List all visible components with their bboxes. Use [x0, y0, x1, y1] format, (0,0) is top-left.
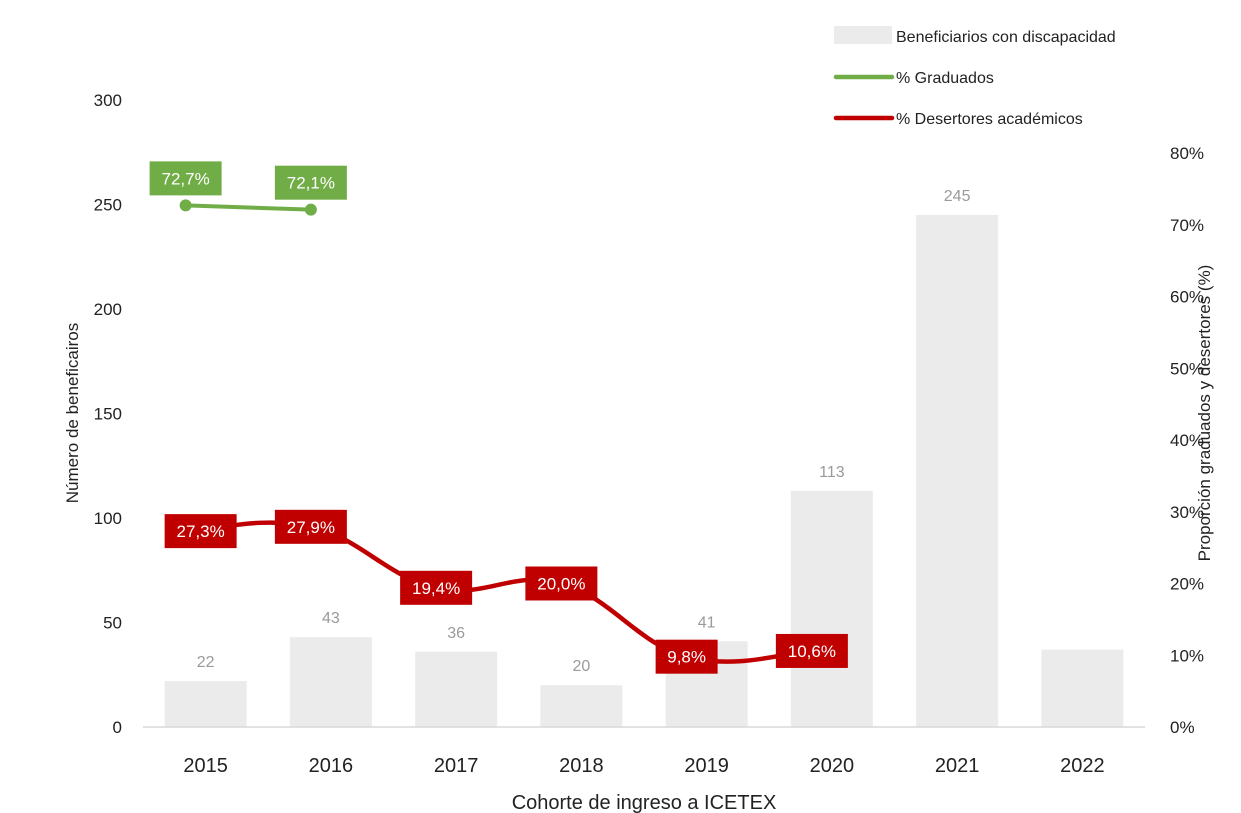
x-tick-label: 2018	[559, 755, 604, 777]
legend-label-bars: Beneficiarios con discapacidad	[896, 29, 1116, 46]
desertores-label-box	[655, 639, 718, 674]
desertores-label-box	[400, 570, 473, 605]
desertores-value-label: 10,6%	[788, 642, 836, 661]
y2-axis-title: Proporción graduados y desertores (%)	[1195, 265, 1214, 562]
graduados-label-box	[149, 161, 222, 196]
y-tick-label: 300	[94, 91, 122, 110]
y2-tick-label: 40%	[1170, 431, 1204, 450]
bar-value-label: 36	[447, 625, 465, 642]
x-tick-label: 2016	[309, 755, 354, 777]
y2-tick-label: 50%	[1170, 359, 1204, 378]
y2-tick-label: 30%	[1170, 503, 1204, 522]
x-tick-label: 2020	[810, 755, 855, 777]
y2-tick-label: 0%	[1170, 718, 1195, 737]
bar-value-label: 43	[322, 610, 340, 627]
bar-value-label: 245	[944, 188, 971, 205]
desertores-value-label: 19,4%	[412, 579, 460, 598]
desertores-value-label: 27,3%	[177, 522, 225, 541]
y2-tick-label: 80%	[1170, 144, 1204, 163]
bar-2017	[415, 651, 498, 727]
graduados-value-label: 72,7%	[162, 169, 210, 188]
y2-tick-label: 70%	[1170, 216, 1204, 235]
graduados-point	[304, 203, 317, 216]
x-tick-label: 2019	[684, 755, 729, 777]
y-tick-label: 50	[103, 614, 122, 633]
y-axis-title: Número de beneficairos	[63, 323, 82, 503]
legend-label-graduados: % Graduados	[896, 70, 994, 87]
bar-value-label: 22	[197, 654, 215, 671]
bar-value-label: 113	[819, 464, 845, 481]
legend-swatch-bars	[834, 26, 892, 44]
y2-tick-label: 60%	[1170, 288, 1204, 307]
desertores-label-box	[274, 509, 347, 544]
graduados-value-label: 72,1%	[287, 174, 335, 193]
bar-2020	[790, 490, 873, 727]
x-tick-label: 2017	[434, 755, 479, 777]
bar-2016	[289, 637, 372, 727]
y-tick-label: 250	[94, 196, 122, 215]
desertores-label-box	[525, 566, 598, 601]
graduados-point	[179, 199, 192, 212]
desertores-value-label: 20,0%	[537, 575, 585, 594]
bar-2018	[540, 685, 623, 727]
y-tick-label: 0	[113, 718, 122, 737]
bar-value-label: 20	[572, 658, 590, 675]
desertores-label-box	[775, 633, 848, 668]
x-tick-label: 2022	[1060, 755, 1105, 777]
desertores-value-label: 9,8%	[667, 648, 706, 667]
x-tick-label: 2015	[183, 755, 228, 777]
y-tick-label: 150	[94, 405, 122, 424]
graduados-label-box	[274, 165, 347, 200]
x-axis-title: Cohorte de ingreso a ICETEX	[512, 792, 777, 813]
bar-2015	[164, 681, 247, 727]
legend-label-desertores: % Desertores académicos	[896, 111, 1083, 128]
bar-value-label: 41	[698, 614, 716, 631]
desertores-label-box	[164, 514, 237, 549]
y-tick-label: 100	[94, 509, 122, 528]
desertores-value-label: 27,9%	[287, 518, 335, 537]
bar-2022	[1041, 649, 1124, 727]
bar-2021	[916, 214, 999, 727]
graduados-line	[183, 203, 313, 212]
y-tick-label: 200	[94, 300, 122, 319]
y2-tick-label: 10%	[1170, 646, 1204, 665]
y2-tick-label: 20%	[1170, 575, 1204, 594]
x-tick-label: 2021	[935, 755, 980, 777]
